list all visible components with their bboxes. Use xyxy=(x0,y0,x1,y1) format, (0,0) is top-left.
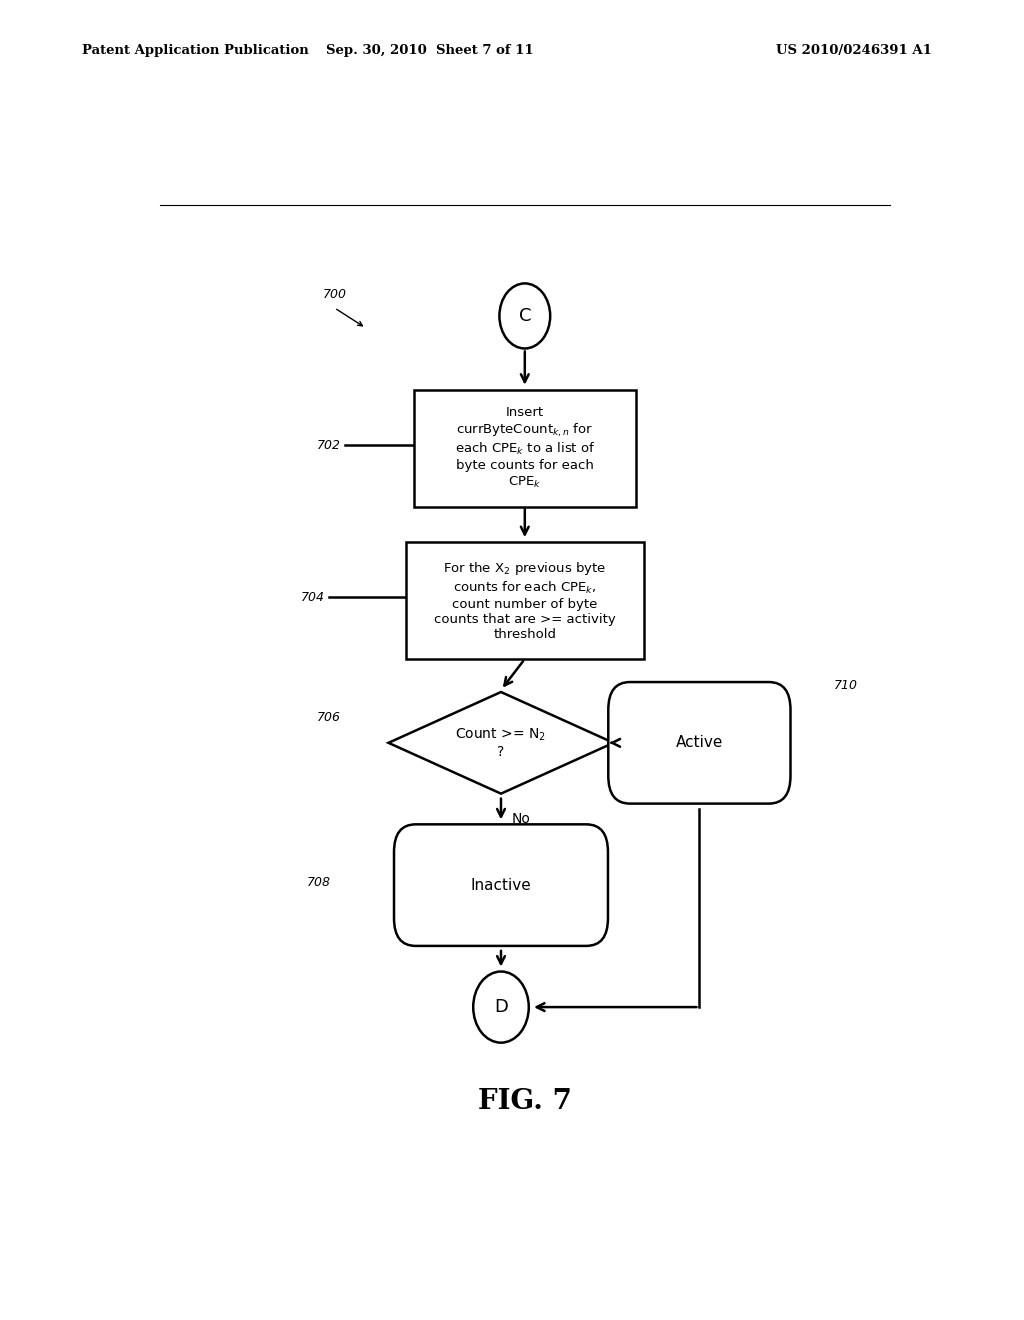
FancyBboxPatch shape xyxy=(608,682,791,804)
Text: Patent Application Publication: Patent Application Publication xyxy=(82,44,308,57)
FancyBboxPatch shape xyxy=(414,389,636,507)
Text: No: No xyxy=(512,812,531,826)
Text: 700: 700 xyxy=(323,288,346,301)
Text: FIG. 7: FIG. 7 xyxy=(478,1088,571,1115)
Text: Sep. 30, 2010  Sheet 7 of 11: Sep. 30, 2010 Sheet 7 of 11 xyxy=(327,44,534,57)
Text: Inactive: Inactive xyxy=(471,878,531,892)
Text: Yes: Yes xyxy=(610,714,633,729)
Text: US 2010/0246391 A1: US 2010/0246391 A1 xyxy=(776,44,932,57)
Text: Count >= N$_2$
?: Count >= N$_2$ ? xyxy=(456,726,547,759)
Text: 706: 706 xyxy=(316,711,341,723)
FancyBboxPatch shape xyxy=(394,825,608,946)
Text: Active: Active xyxy=(676,735,723,750)
FancyBboxPatch shape xyxy=(406,543,644,659)
Text: D: D xyxy=(494,998,508,1016)
Text: 710: 710 xyxy=(835,678,858,692)
Text: 704: 704 xyxy=(301,591,325,605)
Text: C: C xyxy=(518,308,531,325)
Polygon shape xyxy=(388,692,613,793)
Text: 708: 708 xyxy=(306,875,331,888)
Text: For the X$_2$ previous byte
counts for each CPE$_k$,
count number of byte
counts: For the X$_2$ previous byte counts for e… xyxy=(434,560,615,640)
Text: Insert
currByteCount$_{k,n}$ for
each CPE$_k$ to a list of
byte counts for each
: Insert currByteCount$_{k,n}$ for each CP… xyxy=(455,407,595,490)
Text: 702: 702 xyxy=(316,438,341,451)
